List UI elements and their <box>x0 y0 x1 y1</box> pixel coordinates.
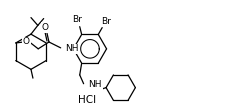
Text: NH: NH <box>66 44 79 53</box>
Text: HCl: HCl <box>79 95 97 105</box>
Text: NH: NH <box>89 80 102 89</box>
Text: Br: Br <box>72 15 82 24</box>
Text: O: O <box>23 38 30 47</box>
Text: O: O <box>42 23 49 32</box>
Text: Br: Br <box>101 17 111 26</box>
